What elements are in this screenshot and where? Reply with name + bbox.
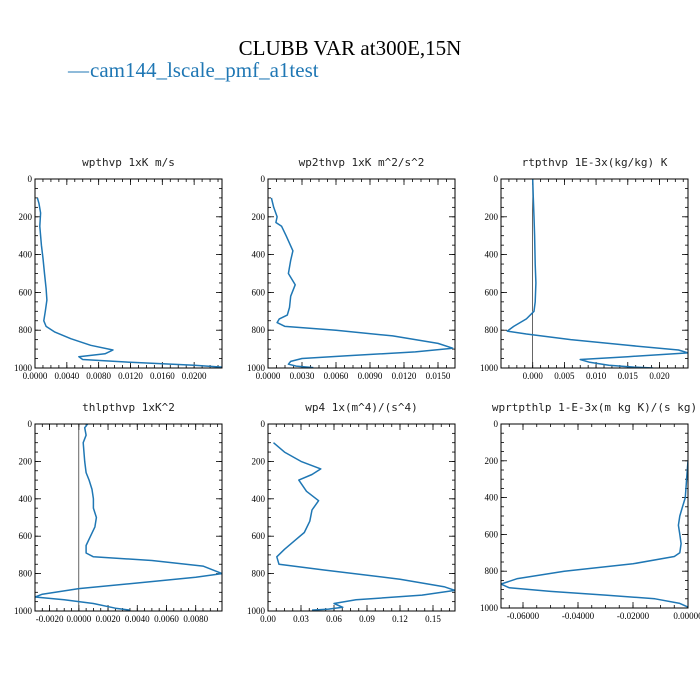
x-tick-label: 0.00000 xyxy=(673,611,700,621)
y-tick-label: 200 xyxy=(252,212,266,222)
panel-3: rtpthvp 1E-3x(kg/kg) K 0 200 400 600 800 1000 0… xyxy=(480,156,689,381)
legend-label: cam144_lscale_pmf_a1test xyxy=(90,58,319,82)
y-tick-label: 600 xyxy=(485,287,499,297)
y-tick-label: 400 xyxy=(19,250,33,260)
x-tick-label: 0.005 xyxy=(554,371,575,381)
x-tick-label: -0.06000 xyxy=(507,611,540,621)
x-tick-label: 0.015 xyxy=(618,371,639,381)
series-line xyxy=(270,197,454,368)
panel-title: wprtpthlp 1-E-3x(m kg K)/(s kg) xyxy=(492,401,697,414)
y-tick-label: 200 xyxy=(485,212,499,222)
x-tick-label: 0.0030 xyxy=(290,371,315,381)
y-tick-label: 1000 xyxy=(480,363,499,373)
y-tick-label: 800 xyxy=(252,325,266,335)
y-tick-label: 200 xyxy=(252,456,266,466)
x-tick-label: 0.0120 xyxy=(118,371,143,381)
plot-frame xyxy=(500,178,689,369)
y-tick-label: 800 xyxy=(485,325,499,335)
x-tick-label: 0.0080 xyxy=(183,614,208,624)
y-tick-label: 400 xyxy=(19,494,33,504)
y-tick-label: 1000 xyxy=(14,363,33,373)
y-tick-label: 600 xyxy=(485,529,499,539)
figure-title: CLUBB VAR at300E,15N xyxy=(239,36,462,60)
x-tick-label: 0.15 xyxy=(425,614,441,624)
x-tick-label: 0.0000 xyxy=(66,614,91,624)
x-tick-label: 0.0160 xyxy=(150,371,175,381)
x-tick-label: 0.0090 xyxy=(358,371,383,381)
y-tick-label: 1000 xyxy=(247,363,266,373)
y-tick-label: 1000 xyxy=(480,603,499,613)
y-tick-label: 400 xyxy=(485,493,499,503)
x-tick-label: 0.0080 xyxy=(86,371,111,381)
x-tick-label: 0.0000 xyxy=(23,371,48,381)
y-tick-label: 0 xyxy=(261,174,266,184)
panel-title: wp2thvp 1xK m^2/s^2 xyxy=(299,156,425,169)
y-tick-label: 200 xyxy=(19,212,33,222)
x-tick-label: 0.0120 xyxy=(392,371,417,381)
x-tick-label: 0.0060 xyxy=(324,371,349,381)
panel-title: rtpthvp 1E-3x(kg/kg) K xyxy=(522,156,668,169)
y-tick-label: 200 xyxy=(485,456,499,466)
plot-frame xyxy=(34,423,223,612)
x-tick-label: 0.00 xyxy=(260,614,276,624)
x-tick-label: 0.010 xyxy=(586,371,607,381)
x-tick-label: 0.0040 xyxy=(54,371,79,381)
y-tick-label: 0 xyxy=(494,174,499,184)
y-tick-label: 400 xyxy=(252,494,266,504)
y-tick-label: 800 xyxy=(252,569,266,579)
plot-frame xyxy=(34,178,223,369)
panel-title: wp4 1x(m^4)/(s^4) xyxy=(305,401,418,414)
series-line xyxy=(273,442,455,611)
x-tick-label: -0.0020 xyxy=(36,614,64,624)
y-tick-label: 400 xyxy=(485,250,499,260)
panel-6: wprtpthlp 1-E-3x(m kg K)/(s kg) 0 200 400 60… xyxy=(480,401,700,621)
series-line xyxy=(36,197,222,368)
panel-title: thlpthvp 1xK^2 xyxy=(82,401,175,414)
series-line xyxy=(35,424,222,611)
y-tick-label: 600 xyxy=(252,531,266,541)
y-tick-label: 1000 xyxy=(14,606,33,616)
panel-title: wpthvp 1xK m/s xyxy=(82,156,175,169)
x-tick-label: 0.0060 xyxy=(154,614,179,624)
x-tick-label: 0.09 xyxy=(359,614,375,624)
y-tick-label: 600 xyxy=(252,287,266,297)
series-line xyxy=(501,460,688,608)
y-tick-label: 1000 xyxy=(247,606,266,616)
x-tick-label: 0.12 xyxy=(392,614,408,624)
x-tick-label: 0.0020 xyxy=(96,614,121,624)
y-tick-label: 600 xyxy=(19,287,33,297)
x-tick-label: 0.0200 xyxy=(182,371,207,381)
x-tick-label: 0.0150 xyxy=(426,371,451,381)
x-tick-label: 0.020 xyxy=(649,371,670,381)
y-tick-label: 0 xyxy=(28,174,33,184)
y-tick-label: 800 xyxy=(19,569,33,579)
x-tick-label: 0.0040 xyxy=(125,614,150,624)
legend-marker: — xyxy=(67,58,90,82)
y-tick-label: 800 xyxy=(485,566,499,576)
series-line xyxy=(506,179,688,368)
y-tick-label: 0 xyxy=(28,419,33,429)
x-tick-label: 0.06 xyxy=(326,614,342,624)
y-tick-label: 400 xyxy=(252,250,266,260)
plot-frame xyxy=(267,423,456,612)
y-tick-label: 800 xyxy=(19,325,33,335)
x-tick-label: 0.03 xyxy=(293,614,309,624)
plot-frame xyxy=(500,423,689,609)
y-tick-label: 0 xyxy=(261,419,266,429)
y-tick-label: 0 xyxy=(494,419,499,429)
y-tick-label: 200 xyxy=(19,456,33,466)
x-tick-label: 0.000 xyxy=(523,371,544,381)
plot-frame xyxy=(267,178,456,369)
panel-2: wp2thvp 1xK m^2/s^2020040060080010000.00… xyxy=(247,156,456,381)
y-tick-label: 600 xyxy=(19,531,33,541)
legend: — cam144_lscale_pmf_a1test xyxy=(67,58,319,82)
x-tick-label: -0.04000 xyxy=(562,611,595,621)
x-tick-label: -0.02000 xyxy=(617,611,650,621)
x-tick-label: 0.0000 xyxy=(256,371,281,381)
